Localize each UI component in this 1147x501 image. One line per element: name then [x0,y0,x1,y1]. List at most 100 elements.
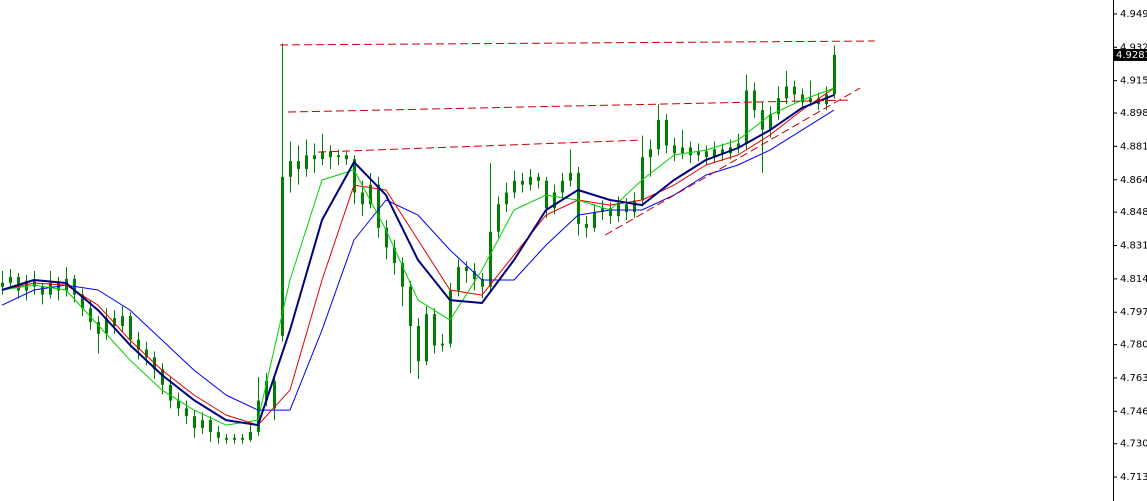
candle-body [105,318,108,334]
candle-body [489,231,492,287]
candle-body [577,172,580,224]
candle-body [673,145,676,154]
candle-body [129,316,132,340]
ma-line [1,94,835,427]
candle-body [337,155,340,158]
y-tick-label: 4.8310 [1120,240,1147,251]
candle-body [625,204,628,213]
candle-body [697,151,700,156]
candle-body [241,437,244,440]
candle-body [529,176,532,185]
candle-body [313,155,316,160]
candle-body [273,380,276,409]
candle-body [393,247,396,264]
trend-line [604,87,861,236]
candle-body [753,90,756,111]
candle-body [217,431,220,438]
candle-body [377,184,380,228]
candle-body [505,192,508,205]
candle-body [33,280,36,287]
candle-body [385,227,388,248]
candle-body [201,420,204,428]
y-tick-label: 4.7130 [1120,472,1147,483]
candle-body [297,161,300,169]
ma-line [1,109,835,411]
candle-body [521,180,524,185]
candle-body [769,114,772,130]
candle-body [553,192,556,209]
trend-line [317,139,641,153]
candle-body [473,271,476,279]
y-tick-label: 4.9320 [1120,42,1147,53]
candle-body [89,308,92,323]
candle-body [777,98,780,115]
candle-body [233,437,236,440]
candle-body [721,149,724,154]
candle-body [513,180,516,193]
candle-body [17,276,20,291]
candle-body [561,180,564,193]
y-tick-label: 4.8480 [1120,207,1147,218]
y-tick-label: 4.8815 [1120,141,1147,152]
y-tick-label: 4.7970 [1120,307,1147,318]
candle-body [833,54,836,95]
candle-body [177,400,180,409]
y-tick-label: 4.8140 [1120,274,1147,285]
candle-body [169,384,172,401]
candle-body [369,184,372,205]
candle-body [9,276,12,283]
candle-body [417,325,420,362]
candle-body [281,176,284,336]
candle-body [161,369,164,385]
candle-body [785,86,788,99]
candle-body [321,151,324,160]
candle-body [361,192,364,205]
candle-body [681,147,684,154]
candle-body [609,208,612,217]
candle-body [1,282,4,287]
candle-body [793,86,796,95]
trend-line [287,99,849,113]
candle-body [401,263,404,287]
candle-body [425,314,428,362]
candle-body [409,286,412,326]
trend-line [279,40,875,46]
candle-body [265,380,268,401]
candle-body [345,155,348,160]
candle-body [585,223,588,228]
candle-body [225,437,228,440]
candle-body [569,172,572,181]
candle-body [825,94,828,105]
candle-body [465,267,468,272]
candle-body [497,204,500,232]
candle-body [457,267,460,291]
candle-body [137,339,140,350]
candle-body [537,176,540,181]
candle-body [25,280,28,291]
ma-line [1,87,835,426]
candle-body [641,157,644,201]
candle-body [689,147,692,156]
candle-body [193,416,196,428]
candle-body [209,420,212,432]
candle-body [745,90,748,144]
candle-body [289,161,292,177]
candle-body [665,119,668,146]
y-tick-label: 4.7805 [1120,340,1147,351]
candle-body [761,110,764,130]
candle-body [145,349,148,358]
candle-body [593,212,596,228]
candle-body [113,318,116,326]
last-price-label: 4.9281 [1116,50,1147,61]
candle-body [649,149,652,158]
y-tick-label: 4.8645 [1120,175,1147,186]
y-tick-label: 4.9150 [1120,76,1147,87]
ma-line [1,87,835,426]
y-tick-label: 4.7635 [1120,373,1147,384]
y-tick-label: 4.7465 [1120,406,1147,417]
candle-body [97,322,100,334]
candle-body [441,343,444,346]
y-tick-label: 4.7300 [1120,439,1147,450]
y-tick-label: 4.8985 [1120,108,1147,119]
candle-body [185,408,188,417]
